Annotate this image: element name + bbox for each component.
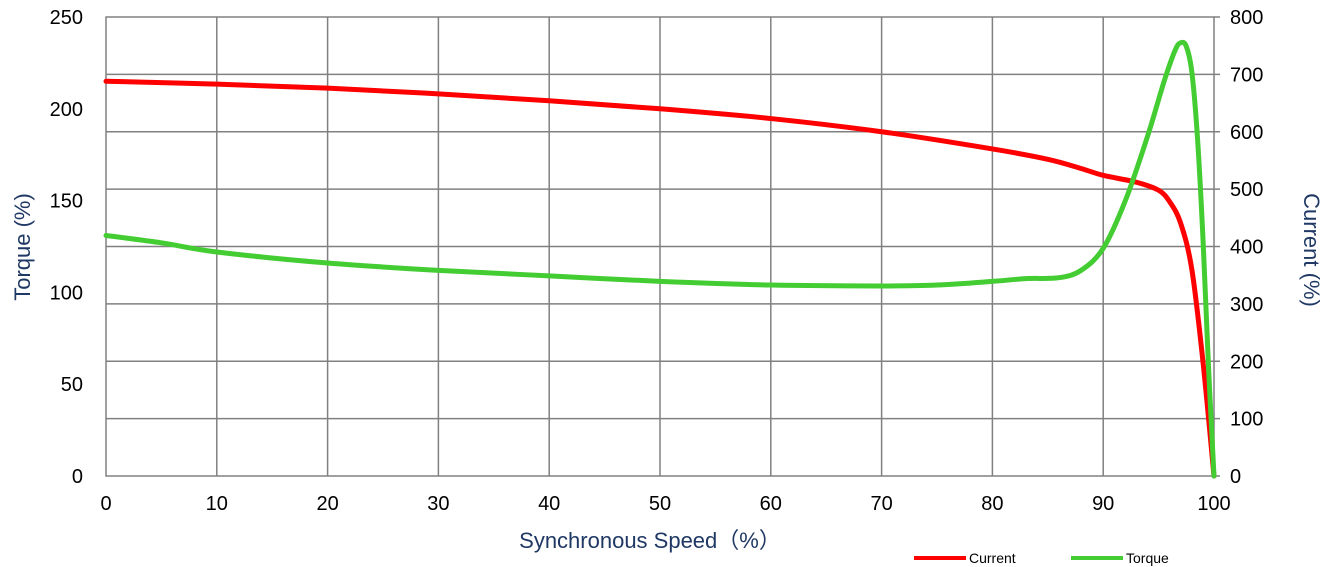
y-left-axis-ticks: 0 50 100 150 200 250: [50, 7, 83, 488]
x-tick-label: 90: [1092, 493, 1114, 515]
legend: Current Torque: [914, 550, 1169, 566]
y-right-tick-label: 200: [1230, 351, 1263, 373]
x-tick-label: 70: [870, 493, 892, 515]
y-left-tick-label: 200: [50, 99, 83, 121]
y-right-tick-label: 300: [1230, 294, 1263, 316]
x-tick-label: 10: [206, 493, 228, 515]
grid: [106, 16, 1220, 477]
y-left-axis-title: Torque (%): [10, 193, 35, 301]
x-tick-label: 20: [316, 493, 338, 515]
torque-series-line: [103, 39, 1217, 479]
y-right-tick-label: 0: [1230, 466, 1241, 488]
x-axis-title: Synchronous Speed（%）: [519, 528, 781, 553]
y-right-tick-label: 500: [1230, 179, 1263, 201]
series: [103, 39, 1217, 479]
x-tick-label: 30: [427, 493, 449, 515]
y-left-tick-label: 0: [72, 466, 83, 488]
current-series-line: [103, 78, 1217, 479]
y-right-tick-label: 600: [1230, 122, 1263, 144]
y-left-tick-label: 150: [50, 191, 83, 213]
legend-torque-label: Torque: [1126, 550, 1169, 566]
x-tick-label: 50: [649, 493, 671, 515]
x-tick-label: 40: [538, 493, 560, 515]
y-left-tick-label: 100: [50, 282, 83, 304]
x-axis-ticks: 0 10 20 30 40 50 60 70 80 90 100: [100, 493, 1230, 515]
legend-current-label: Current: [969, 550, 1016, 566]
x-tick-label: 0: [100, 493, 111, 515]
y-right-axis-title: Current (%): [1299, 193, 1324, 307]
y-right-tick-label: 400: [1230, 237, 1263, 259]
y-left-tick-label: 50: [61, 374, 83, 396]
plot-frame: [105, 16, 1215, 477]
y-right-tick-label: 800: [1230, 7, 1263, 29]
y-right-axis-ticks: 0 100 200 300 400 500 600 700 800: [1230, 7, 1263, 488]
x-tick-label: 100: [1197, 493, 1230, 515]
y-left-tick-label: 250: [50, 7, 83, 29]
y-right-tick-label: 700: [1230, 64, 1263, 86]
x-tick-label: 60: [760, 493, 782, 515]
y-right-tick-label: 100: [1230, 409, 1263, 431]
x-tick-label: 80: [981, 493, 1003, 515]
